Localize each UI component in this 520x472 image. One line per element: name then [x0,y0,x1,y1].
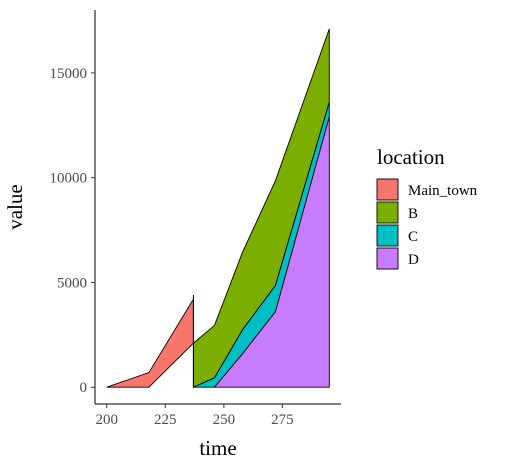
legend-key-b [376,201,399,224]
x-axis-title: time [199,436,236,460]
legend-key-c [376,224,399,247]
x-tick-label: 275 [271,412,294,428]
area-main-town [106,297,194,388]
x-axis-ticks: 200 225 250 275 [95,404,294,428]
axes: 200 225 250 275 0 5000 10000 15000 [50,10,341,428]
legend-items: Main_town BCD [376,178,478,270]
legend: location Main_town BCD [376,145,478,270]
legend-key-main-town [376,178,399,201]
x-tick-label: 225 [154,412,177,428]
y-axis-ticks: 0 5000 10000 15000 [50,66,95,396]
legend-label-b: B [408,206,418,222]
y-tick-label: 10000 [50,171,88,187]
y-axis-title: value [3,184,27,229]
legend-title: location [377,145,445,169]
legend-label-main-town: Main_town [408,183,478,199]
x-tick-label: 200 [95,412,118,428]
legend-label-d: D [408,252,419,268]
y-tick-label: 0 [80,380,88,396]
area-d [213,116,330,388]
x-tick-label: 250 [213,412,236,428]
y-tick-label: 5000 [57,275,87,291]
y-tick-label: 15000 [50,66,88,82]
area-layer [106,28,330,388]
legend-label-c: C [408,229,418,245]
legend-key-d [376,247,399,270]
